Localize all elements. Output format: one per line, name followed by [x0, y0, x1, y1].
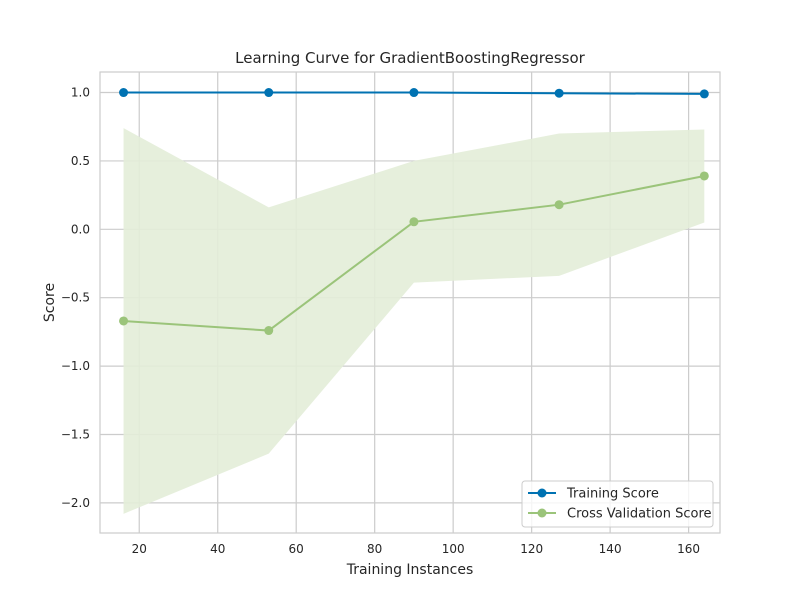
y-axis-label: Score	[42, 283, 58, 322]
training-score-point	[554, 88, 564, 98]
x-tick-label: 40	[210, 542, 225, 556]
cv-score-point	[264, 326, 274, 336]
training-score-point	[409, 88, 419, 98]
score-bands	[123, 128, 705, 514]
cv-score-band	[123, 128, 705, 514]
legend-cv-score-label: Cross Validation Score	[567, 507, 712, 522]
plot-frame	[99, 71, 721, 534]
x-tick-label: 100	[442, 542, 465, 556]
y-tick-label: −1.0	[61, 359, 90, 373]
legend-training-score-label: Training Score	[566, 487, 659, 502]
cv-score-point	[409, 217, 419, 227]
cv-score-point	[119, 316, 129, 326]
x-tick-label: 160	[677, 542, 700, 556]
y-tick-labels: 1.0 0.5 0.0 −0.5 −1.0 −1.5 −2.0	[61, 86, 90, 510]
x-tick-label: 80	[367, 542, 382, 556]
training-score-point	[699, 89, 709, 99]
y-tick-label: −0.5	[61, 291, 90, 305]
training-score-point	[264, 88, 274, 98]
training-score-point	[119, 88, 129, 98]
x-tick-label: 60	[289, 542, 304, 556]
chart-title: Learning Curve for GradientBoostingRegre…	[235, 49, 585, 67]
y-tick-label: 1.0	[71, 86, 90, 100]
y-tick-label: 0.0	[71, 222, 90, 236]
legend-cv-score-marker	[537, 508, 547, 518]
legend-box	[521, 480, 714, 528]
x-tick-label: 20	[132, 542, 147, 556]
series-points	[119, 88, 709, 336]
legend: Training Score Cross Validation Score	[521, 480, 714, 528]
cv-score-point	[554, 200, 564, 210]
x-tick-label: 120	[520, 542, 543, 556]
legend-training-score-marker	[537, 488, 547, 498]
y-tick-label: −2.0	[61, 496, 90, 510]
x-axis-label: Training Instances	[346, 562, 474, 578]
y-tick-label: −1.5	[61, 428, 90, 442]
x-tick-labels: 20 40 60 80 100 120 140 160	[132, 542, 700, 556]
cv-score-point	[699, 171, 709, 181]
y-tick-label: 0.5	[71, 154, 90, 168]
x-tick-label: 140	[599, 542, 622, 556]
